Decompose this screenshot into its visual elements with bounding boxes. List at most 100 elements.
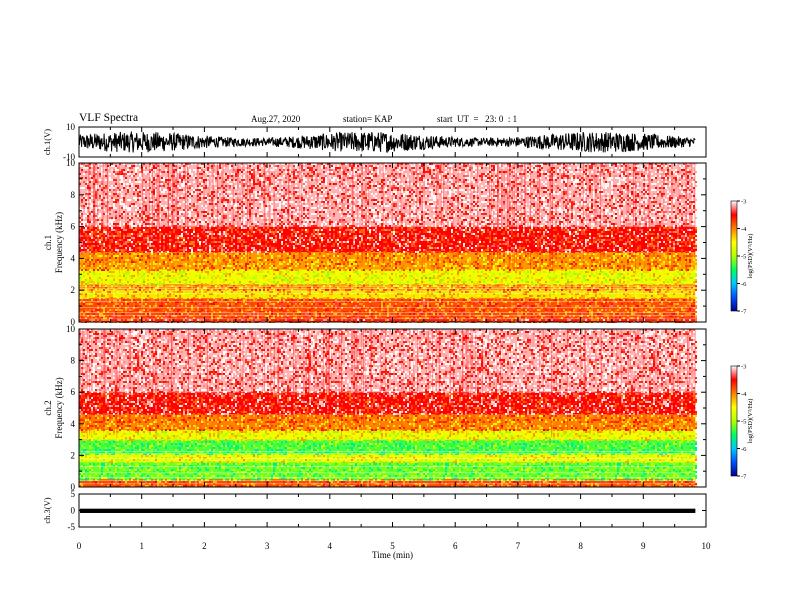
ch1-spectrogram-cell (167, 251, 169, 253)
ch1-spectrogram-cell (147, 267, 149, 269)
ch1-spectrogram-cell (185, 271, 187, 273)
ch1-spectrogram-cell (303, 225, 305, 227)
ch1-spectrogram-cell (123, 223, 125, 225)
ch1-spectrogram-cell (267, 307, 269, 309)
ch1-spectrogram-cell (291, 269, 293, 271)
ch1-spectrogram-cell (247, 301, 249, 303)
ch1-spectrogram-cell (99, 239, 101, 241)
ch1-spectrogram-cell (157, 165, 159, 167)
ch1-spectrogram-cell (271, 281, 273, 283)
ch1-spectrogram-cell (251, 171, 253, 173)
ch1-spectrogram-cell (223, 175, 225, 177)
ch1-spectrogram-cell (241, 179, 243, 181)
ch1-spectrogram-cell (219, 273, 221, 275)
ch1-spectrogram-cell (139, 227, 141, 229)
ch1-spectrogram-cell (163, 261, 165, 263)
ch1-spectrogram-cell (179, 169, 181, 171)
ch1-spectrogram-cell (277, 167, 279, 169)
ch1-spectrogram-cell (107, 209, 109, 211)
ch1-spectrogram-cell (225, 287, 227, 289)
ch1-spectrogram-cell (163, 191, 165, 193)
ch1-spectrogram-cell (119, 299, 121, 301)
ch1-spectrogram-cell (251, 253, 253, 255)
ch1-spectrogram-cell (297, 295, 299, 297)
ch1-spectrogram-cell (247, 309, 249, 311)
ch1-spectrogram-cell (87, 215, 89, 217)
ch1-spectrogram-cell (101, 203, 103, 205)
ch1-spectrogram-cell (105, 169, 107, 171)
ch1-spectrogram-cell (141, 233, 143, 235)
ch1-spectrogram-cell (163, 177, 165, 179)
ch1-spectrogram-cell (109, 177, 111, 179)
ch1-spectrogram-cell (255, 277, 257, 279)
ch1-spectrogram-cell (277, 225, 279, 227)
ch1-spectrogram-cell (183, 271, 185, 273)
ch1-spectrogram-cell (185, 193, 187, 195)
ch1-spectrogram-cell (221, 307, 223, 309)
ch1-spectrogram-cell (201, 291, 203, 293)
ch1-spectrogram-cell (199, 267, 201, 269)
ch1-spectrogram-cell (267, 181, 269, 183)
ch1-spectrogram-cell (97, 201, 99, 203)
ch1-spectrogram-cell (275, 249, 277, 251)
ch1-spectrogram-cell (101, 185, 103, 187)
ch1-spectrogram-cell (217, 249, 219, 251)
ch1-spectrogram-cell (197, 313, 199, 315)
ch1-spectrogram-cell (187, 191, 189, 193)
ch1-spectrogram-cell (271, 261, 273, 263)
ch1-spectrogram-cell (247, 303, 249, 305)
ch1-spectrogram-cell (169, 187, 171, 189)
ch1-spectrogram-cell (205, 201, 207, 203)
ch1-spectrogram-cell (87, 205, 89, 207)
ch1-spectrogram-cell (249, 281, 251, 283)
ch1-spectrogram-cell (163, 195, 165, 197)
ch1-spectrogram-cell (117, 283, 119, 285)
ch1-spectrogram-cell (279, 309, 281, 311)
ch1-spectrogram-cell (149, 201, 151, 203)
ch1-spectrogram-cell (249, 249, 251, 251)
ch1-spectrogram-cell (93, 315, 95, 317)
ch1-spectrogram-cell (109, 243, 111, 245)
ch1-spectrogram-cell (177, 171, 179, 173)
ch1-spectrogram-cell (189, 173, 191, 175)
ch1-spectrogram-cell (125, 217, 127, 219)
ch1-spectrogram-cell (119, 189, 121, 191)
ch1-spectrogram-cell (279, 235, 281, 237)
ch1-spectrogram-cell (231, 233, 233, 235)
ch1-spectrogram-cell (113, 207, 115, 209)
ch1-spectrogram-cell (127, 259, 129, 261)
ch1-spectrogram-cell (175, 273, 177, 275)
ch1-spectrogram-cell (169, 233, 171, 235)
ch1-spectrogram-cell (263, 217, 265, 219)
ch1-spectrogram-cell (177, 277, 179, 279)
ch1-spectrogram-cell (223, 293, 225, 295)
ch1-spectrogram-cell (93, 287, 95, 289)
ch1-spectrogram-cell (97, 163, 99, 165)
ch1-spectrogram-cell (183, 319, 185, 321)
ch1-spectrogram-cell (161, 305, 163, 307)
ch1-spectrogram-cell (173, 169, 175, 171)
ch1-spectrogram-cell (95, 229, 97, 231)
ch1-spectrogram-cell (245, 247, 247, 249)
ch1-spectrogram-cell (221, 169, 223, 171)
ch1-spectrogram-cell (147, 245, 149, 247)
ch1-spectrogram-cell (245, 189, 247, 191)
ch1-spectrogram-cell (79, 263, 81, 265)
ch1-spectrogram-cell (109, 173, 111, 175)
ch1-spectrogram-cell (185, 191, 187, 193)
ch1-spectrogram-cell (181, 167, 183, 169)
ch1-spectrogram-cell (117, 305, 119, 307)
ch1-spectrogram-cell (143, 201, 145, 203)
ch1-spectrogram-cell (213, 201, 215, 203)
ch1-spectrogram-cell (129, 165, 131, 167)
ch1-spectrogram-cell (247, 317, 249, 319)
ch1-spectrogram-cell (203, 263, 205, 265)
ch1-spectrogram-cell (249, 261, 251, 263)
ch1-spectrogram-cell (97, 181, 99, 183)
ch1-spectrogram-cell (81, 177, 83, 179)
ch1-spectrogram-cell (197, 171, 199, 173)
ch1-spectrogram-cell (187, 305, 189, 307)
ch1-spectrogram-cell (245, 219, 247, 221)
ch1-spectrogram-cell (87, 289, 89, 291)
ch1-spectrogram-cell (229, 307, 231, 309)
